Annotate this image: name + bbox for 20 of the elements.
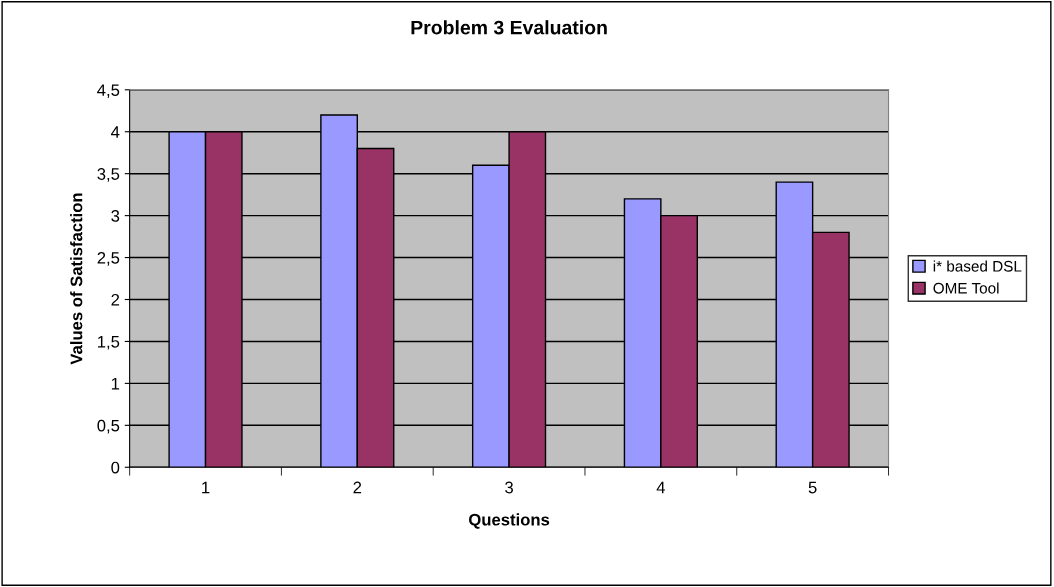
- y-tick-label: 0: [111, 461, 120, 474]
- y-tick-label: 3: [111, 210, 120, 222]
- x-tick-label: 3: [505, 481, 513, 494]
- x-tick-label: 1: [202, 481, 210, 494]
- x-tick-label: 4: [656, 481, 666, 494]
- legend-label: OME Tool: [933, 282, 999, 294]
- chart-title: Problem 3 Evaluation: [411, 20, 607, 35]
- y-tick-label: 1: [111, 377, 120, 390]
- x-tick-label: 5: [808, 481, 817, 494]
- y-tick-label: 2: [111, 293, 120, 306]
- x-axis-title: Questions: [469, 513, 550, 529]
- y-tick-label: 4: [111, 126, 120, 138]
- y-axis-title: Values of Satisfaction: [70, 193, 83, 365]
- y-tick-label: 4,5: [97, 84, 120, 98]
- y-tick-label: 1,5: [98, 336, 120, 350]
- x-tick-label: 2: [353, 481, 362, 494]
- y-tick-label: 2,5: [97, 251, 120, 266]
- y-tick-label: 3,5: [97, 168, 120, 182]
- legend-label: i* based DSL: [933, 260, 1022, 272]
- y-tick-label: 0,5: [97, 419, 120, 434]
